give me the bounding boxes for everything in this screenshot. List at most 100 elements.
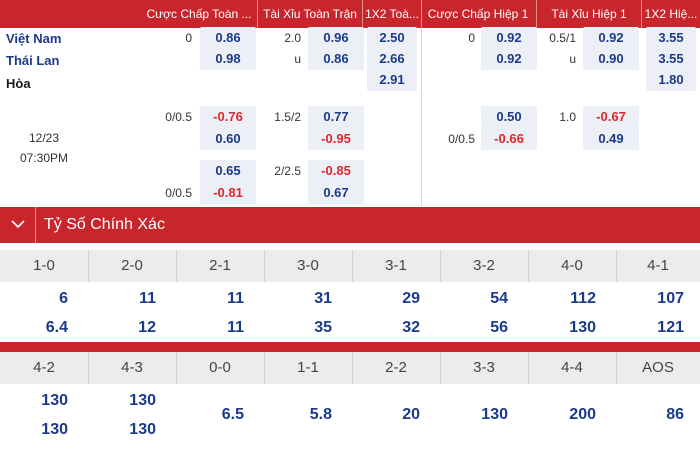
odd-cell[interactable]: 0.49 [583,128,639,150]
score-odd[interactable]: 130 [41,421,68,438]
odd-cell[interactable]: -0.67 [583,106,639,128]
score-label: 4-3 [121,359,143,376]
correct-score-bar[interactable]: Tỷ Số Chính Xác [0,207,700,243]
score-label: 4-4 [561,359,583,376]
odd-cell[interactable]: 3.55 [646,27,696,49]
col-header-handicap-half1[interactable]: Cược Chấp Hiệp 1 [427,7,529,21]
odd-cell[interactable]: -0.76 [200,106,256,128]
score-odd[interactable]: 11 [227,319,244,336]
score-label: 4-1 [647,257,669,274]
odd-cell[interactable]: 2.66 [367,48,417,70]
score-odd[interactable]: 6.4 [45,319,68,336]
score-odd[interactable]: 29 [402,290,420,307]
score-label: 3-1 [385,257,407,274]
hcap-line: 0/0.5 [165,110,192,124]
col-header-ou-fulltime[interactable]: Tài Xỉu Toàn Trận [263,7,357,21]
col-header-handicap-fulltime[interactable]: Cược Chấp Toàn ... [146,7,252,21]
odd-cell[interactable]: 0.92 [481,27,537,49]
odd-cell[interactable]: 0.67 [308,182,364,204]
away-team: Thái Lan [6,53,60,68]
score-odd[interactable]: 130 [129,421,156,438]
score-odd[interactable]: 35 [314,319,332,336]
col-header-1x2-fulltime[interactable]: 1X2 Toà... [365,7,419,21]
odd-cell[interactable]: 3.55 [646,48,696,70]
score-label: 3-0 [297,257,319,274]
half-divider [421,28,422,206]
score-odd[interactable]: 130 [129,392,156,409]
score-odd[interactable]: 130 [41,392,68,409]
score-label: 2-1 [209,257,231,274]
score-odd[interactable]: 12 [138,319,156,336]
odd-cell[interactable]: 0.92 [481,48,537,70]
score-odd[interactable]: 20 [402,406,420,423]
odd-cell[interactable]: 0.86 [308,48,364,70]
ou-line: 0.5/1 [549,31,576,45]
score-odd[interactable]: 32 [402,319,420,336]
score-odd[interactable]: 86 [666,406,684,423]
hcap-line: 0/0.5 [165,186,192,200]
col-header-ou-half1[interactable]: Tài Xỉu Hiệp 1 [551,7,627,21]
ou-line: u [569,52,576,66]
correct-score-title: Tỷ Số Chính Xác [44,216,165,233]
hcap-line: 0/0.5 [448,132,475,146]
ou-line: 1.0 [559,110,576,124]
score-odd[interactable]: 107 [657,290,684,307]
score-odd[interactable]: 56 [490,319,508,336]
score-label: 2-2 [385,359,407,376]
odd-cell[interactable]: 0.65 [200,160,256,182]
score-odd[interactable]: 112 [570,290,596,307]
score-header-row-1: 1-0 2-0 2-1 3-0 3-1 3-2 4-0 4-1 [0,250,700,282]
score-label: 4-0 [561,257,583,274]
odd-cell[interactable]: 0.96 [308,27,364,49]
match-date: 12/23 [28,131,60,145]
match-time: 07:30PM [19,151,69,165]
score-values-row-2: 130 130 130 130 6.5 5.8 20 130 200 86 [0,384,700,456]
odd-cell[interactable]: -0.85 [308,160,364,182]
score-odd[interactable]: 130 [569,319,596,336]
score-label: 2-0 [121,257,143,274]
odd-cell[interactable]: 2.91 [367,69,417,91]
home-team: Việt Nam [6,31,62,46]
odd-cell[interactable]: -0.81 [200,182,256,204]
score-odd[interactable]: 54 [490,290,508,307]
col-header-1x2-half1[interactable]: 1X2 Hiệ... [644,7,698,21]
odd-cell[interactable]: 1.80 [646,69,696,91]
score-odd[interactable]: 11 [139,290,156,307]
score-odd[interactable]: 31 [314,290,332,307]
score-label: 3-3 [473,359,495,376]
odds-header: Cược Chấp Toàn ... Tài Xỉu Toàn Trận 1X2… [0,0,700,28]
odd-cell[interactable]: -0.66 [481,128,537,150]
score-label: AOS [642,359,674,376]
odd-cell[interactable]: 0.60 [200,128,256,150]
odd-cell[interactable]: 0.92 [583,27,639,49]
collapse-toggle[interactable] [0,207,36,243]
odd-cell[interactable]: 2.50 [367,27,417,49]
ou-line: 2/2.5 [274,164,301,178]
score-odd[interactable]: 11 [227,290,244,307]
section-divider [0,342,700,352]
score-values-row-1: 6 11 11 31 29 54 112 107 6.4 12 11 35 32… [0,282,700,342]
score-label: 3-2 [473,257,495,274]
score-label: 1-1 [297,359,319,376]
score-odd[interactable]: 5.8 [309,406,332,423]
score-odd[interactable]: 6.5 [221,406,244,423]
odd-cell[interactable]: 0.77 [308,106,364,128]
score-odd[interactable]: 6 [59,290,68,307]
ou-line: u [294,52,301,66]
odd-cell[interactable]: 0.50 [481,106,537,128]
score-odd[interactable]: 121 [657,319,684,336]
odd-cell[interactable]: 0.98 [200,48,256,70]
score-header-row-2: 4-2 4-3 0-0 1-1 2-2 3-3 4-4 AOS [0,352,700,384]
ou-line: 1.5/2 [274,110,301,124]
score-label: 4-2 [33,359,55,376]
odd-cell[interactable]: -0.95 [308,128,364,150]
odd-cell[interactable]: 0.90 [583,48,639,70]
score-odd[interactable]: 200 [569,406,596,423]
hcap-line: 0 [468,31,475,45]
score-label: 1-0 [33,257,55,274]
ou-line: 2.0 [284,31,301,45]
hcap-line: 0 [185,31,192,45]
odd-cell[interactable]: 0.86 [200,27,256,49]
score-label: 0-0 [209,359,231,376]
score-odd[interactable]: 130 [481,406,508,423]
